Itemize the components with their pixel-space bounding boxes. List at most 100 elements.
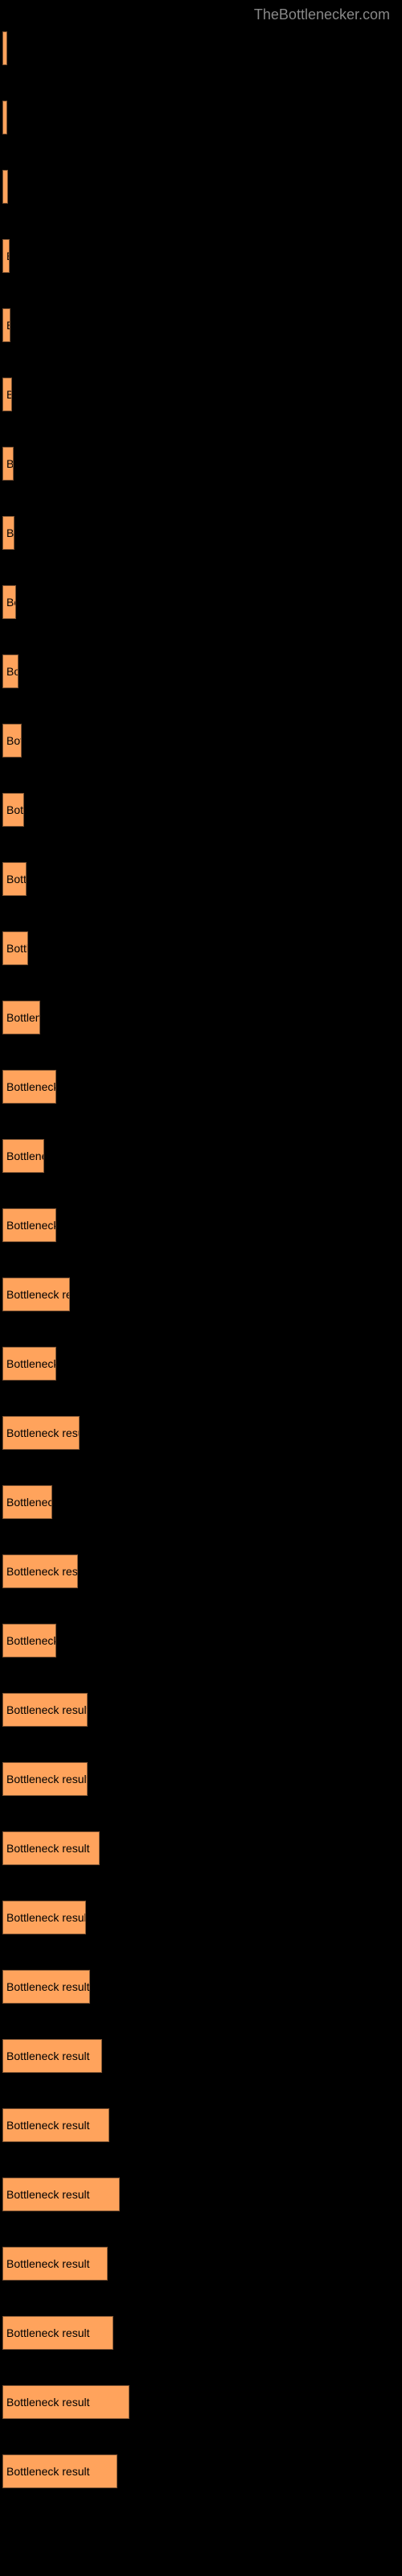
bar-row: Bottleneck result (2, 2178, 400, 2211)
bar-label: Bottleneck result (6, 1842, 90, 1855)
bar-chart: Bottleneck result Bottleneck result Bottle… (0, 31, 402, 2488)
bar-label: Bottleneck result (6, 1219, 56, 1232)
bar-label: Bottleneck result (6, 1980, 90, 1993)
bar-row: Bottleneck result (2, 1624, 400, 1657)
bar: Bottleneck result (2, 1001, 40, 1034)
bar-label: Bottleneck result (6, 1565, 78, 1578)
bar: Bottleneck result (2, 862, 27, 896)
bar: Bottleneck result (2, 724, 22, 758)
bar-label: Bottleneck result (6, 319, 10, 332)
bar: Bottleneck result (2, 101, 7, 134)
bar-label: Bottleneck result (6, 1011, 40, 1024)
bar-row: Bottleneck result (2, 101, 400, 134)
bar: Bottleneck result (2, 378, 12, 411)
bar-row: Bottleneck result (2, 654, 400, 688)
bar: Bottleneck result (2, 1554, 78, 1588)
bar-label: Bottleneck result (6, 526, 14, 539)
bar: Bottleneck result (2, 170, 8, 204)
bar-row: Bottleneck result (2, 1001, 400, 1034)
bar-label: Bottleneck result (6, 2396, 90, 2409)
bar-row: Bottleneck result (2, 931, 400, 965)
bar-label: Bottleneck result (6, 388, 12, 401)
bar: Bottleneck result (2, 1208, 56, 1242)
bar-row: Bottleneck result (2, 793, 400, 827)
bar-label: Bottleneck result (6, 2050, 90, 2062)
bar-row: Bottleneck result (2, 1762, 400, 1796)
bar-label: Bottleneck result (6, 42, 7, 55)
bar-label: Bottleneck result (6, 2188, 90, 2201)
bar-label: Bottleneck result (6, 1703, 88, 1716)
bar-label: Bottleneck result (6, 1634, 56, 1647)
bar-label: Bottleneck result (6, 250, 10, 262)
bar: Bottleneck result (2, 585, 16, 619)
bar-row: Bottleneck result (2, 1208, 400, 1242)
bar-row: Bottleneck result (2, 2108, 400, 2142)
bar-row: Bottleneck result (2, 2454, 400, 2488)
bar-label: Bottleneck result (6, 1150, 44, 1162)
bar-row: Bottleneck result (2, 2247, 400, 2281)
header: TheBottlenecker.com (0, 0, 402, 27)
bar-label: Bottleneck result (6, 1773, 88, 1785)
bar-row: Bottleneck result (2, 1901, 400, 1934)
bar: Bottleneck result (2, 1347, 56, 1381)
bar: Bottleneck result (2, 1762, 88, 1796)
bar-row: Bottleneck result (2, 1278, 400, 1311)
bar-label: Bottleneck result (6, 111, 7, 124)
bar-row: Bottleneck result (2, 2385, 400, 2419)
bar: Bottleneck result (2, 1831, 100, 1865)
bar-label: Bottleneck result (6, 942, 28, 955)
bar-row: Bottleneck result (2, 239, 400, 273)
bar: Bottleneck result (2, 1416, 80, 1450)
bar-row: Bottleneck result (2, 2316, 400, 2350)
bar-label: Bottleneck result (6, 803, 24, 816)
bar-row: Bottleneck result (2, 1693, 400, 1727)
bar: Bottleneck result (2, 239, 10, 273)
bar: Bottleneck result (2, 793, 24, 827)
bar: Bottleneck result (2, 31, 7, 65)
bar-label: Bottleneck result (6, 734, 22, 747)
bar: Bottleneck result (2, 1693, 88, 1727)
bar-label: Bottleneck result (6, 1357, 56, 1370)
bar: Bottleneck result (2, 1901, 86, 1934)
bar-label: Bottleneck result (6, 2119, 90, 2132)
bar: Bottleneck result (2, 1970, 90, 2004)
bar-row: Bottleneck result (2, 447, 400, 481)
bar: Bottleneck result (2, 2108, 109, 2142)
bar: Bottleneck result (2, 308, 10, 342)
bar-row: Bottleneck result (2, 1070, 400, 1104)
bar: Bottleneck result (2, 2454, 117, 2488)
bar-row: Bottleneck result (2, 516, 400, 550)
bar-row: Bottleneck result (2, 1485, 400, 1519)
bar-row: Bottleneck result (2, 378, 400, 411)
bar-row: Bottleneck result (2, 308, 400, 342)
bar-label: Bottleneck result (6, 457, 14, 470)
bar-row: Bottleneck result (2, 31, 400, 65)
bar: Bottleneck result (2, 1278, 70, 1311)
bar: Bottleneck result (2, 931, 28, 965)
bar-row: Bottleneck result (2, 1554, 400, 1588)
bar-label: Bottleneck result (6, 1496, 52, 1509)
bar-label: Bottleneck result (6, 1911, 86, 1924)
bar: Bottleneck result (2, 1624, 56, 1657)
bar: Bottleneck result (2, 2385, 129, 2419)
bar: Bottleneck result (2, 447, 14, 481)
bar-label: Bottleneck result (6, 2326, 90, 2339)
bar-row: Bottleneck result (2, 585, 400, 619)
site-name: TheBottlenecker.com (254, 6, 390, 23)
bar-row: Bottleneck result (2, 724, 400, 758)
bar-label: Bottleneck result (6, 1080, 56, 1093)
bar: Bottleneck result (2, 2247, 108, 2281)
bar-row: Bottleneck result (2, 1970, 400, 2004)
bar-label: Bottleneck result (6, 665, 18, 678)
bar-row: Bottleneck result (2, 1831, 400, 1865)
bar-label: Bottleneck result (6, 1426, 80, 1439)
bar: Bottleneck result (2, 654, 18, 688)
bar: Bottleneck result (2, 1139, 44, 1173)
bar-row: Bottleneck result (2, 1139, 400, 1173)
bar: Bottleneck result (2, 516, 14, 550)
bar-row: Bottleneck result (2, 1416, 400, 1450)
bar-row: Bottleneck result (2, 170, 400, 204)
bar: Bottleneck result (2, 2178, 120, 2211)
bar-label: Bottleneck result (6, 2257, 90, 2270)
bar-label: Bottleneck result (6, 2465, 90, 2478)
